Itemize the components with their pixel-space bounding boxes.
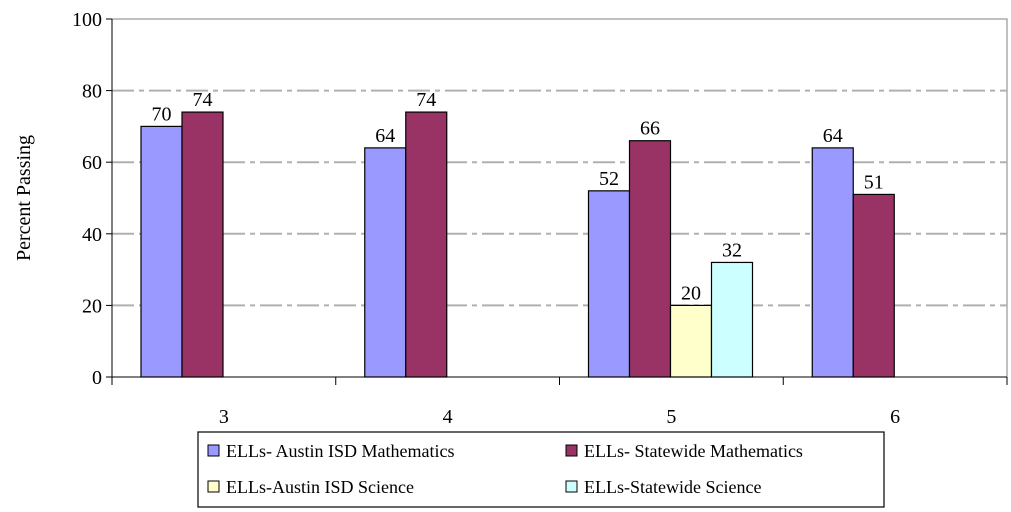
y-tick-label: 100 — [72, 9, 102, 31]
x-tick-label: 5 — [666, 406, 676, 428]
legend-swatch — [565, 480, 578, 493]
y-tick-label: 80 — [82, 81, 102, 103]
y-tick-label: 20 — [82, 295, 102, 317]
bar — [710, 261, 754, 378]
bar — [364, 147, 407, 378]
x-tick-label: 3 — [219, 406, 229, 428]
x-tick-label: 4 — [443, 406, 453, 428]
bar — [587, 190, 631, 378]
bar — [669, 304, 713, 378]
legend-box — [197, 431, 885, 508]
bar — [852, 193, 895, 378]
bar — [140, 125, 183, 378]
data-label: 74 — [416, 89, 436, 111]
data-labels: 70 74 64 74 52 66 20 32 64 51 — [152, 89, 884, 304]
legend-swatch — [565, 444, 578, 457]
bar — [405, 111, 448, 378]
x-tick-label: 6 — [890, 406, 900, 428]
legend-swatch — [207, 480, 220, 493]
bars — [140, 111, 895, 378]
bar — [181, 111, 224, 378]
bar — [628, 140, 672, 378]
data-label: 70 — [152, 103, 172, 125]
y-axis-title: Percent Passing — [13, 135, 35, 261]
legend-swatch — [207, 444, 220, 457]
data-label: 32 — [722, 239, 742, 261]
data-label: 64 — [823, 125, 843, 147]
legend-label: ELLs- Statewide Mathematics — [584, 441, 803, 461]
y-tick-label: 0 — [92, 367, 102, 389]
data-label: 64 — [375, 125, 395, 147]
data-label: 51 — [864, 171, 884, 193]
bar — [811, 147, 854, 378]
data-label: 20 — [681, 282, 701, 304]
data-label: 74 — [193, 89, 213, 111]
legend-label: ELLs-Statewide Science — [584, 477, 761, 497]
y-tick-label: 60 — [82, 152, 102, 174]
x-axis: 3 4 5 6 — [111, 376, 1008, 428]
y-tick-label: 40 — [82, 224, 102, 246]
legend-label: ELLs- Austin ISD Mathematics — [226, 441, 454, 461]
data-label: 52 — [599, 168, 619, 190]
data-label: 66 — [640, 118, 660, 140]
legend: ELLs- Austin ISD Mathematics ELLs- Statew… — [197, 431, 885, 508]
y-axis: 0 20 40 60 80 100 — [72, 9, 113, 389]
legend-label: ELLs-Austin ISD Science — [226, 477, 414, 497]
